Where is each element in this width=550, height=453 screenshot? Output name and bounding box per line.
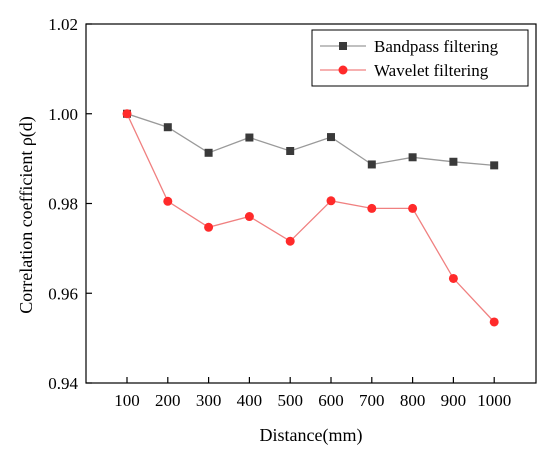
data-point <box>244 212 254 222</box>
data-point <box>489 317 499 327</box>
data-point <box>367 203 377 213</box>
y-tick-label: 1.02 <box>48 15 78 34</box>
x-tick-label: 900 <box>441 391 467 410</box>
x-tick-label: 100 <box>114 391 140 410</box>
data-point <box>204 148 213 157</box>
y-axis-title: Correlation coefficient ρ(d) <box>16 116 37 314</box>
x-axis: 100 200 300 400 500 600 700 800 900 1000 <box>114 377 511 410</box>
x-tick-label: 400 <box>237 391 263 410</box>
data-point <box>327 133 335 142</box>
series-0 <box>123 109 499 170</box>
data-point <box>286 146 295 155</box>
x-tick-label: 700 <box>359 391 385 410</box>
legend-label: Bandpass filtering <box>374 37 499 56</box>
x-tick-label: 1000 <box>477 391 511 410</box>
y-tick-label: 0.98 <box>48 195 78 214</box>
data-point <box>163 196 173 206</box>
data-point <box>163 123 172 132</box>
x-tick-label: 200 <box>155 391 181 410</box>
legend-marker <box>338 65 348 75</box>
x-tick-label: 500 <box>277 391 303 410</box>
legend-label: Wavelet filtering <box>374 61 489 80</box>
data-point <box>285 236 295 246</box>
data-point <box>448 273 458 283</box>
series-line <box>126 113 495 323</box>
y-axis: 0.94 0.96 0.98 1.00 1.02 <box>48 15 92 393</box>
data-point <box>367 160 376 169</box>
data-point <box>490 161 499 170</box>
x-tick-label: 300 <box>196 391 222 410</box>
data-point <box>408 203 418 213</box>
legend-marker <box>339 42 347 50</box>
data-point <box>245 133 254 142</box>
data-point <box>408 153 417 162</box>
series-layer <box>122 109 499 327</box>
y-tick-label: 1.00 <box>48 105 78 124</box>
data-point <box>122 109 132 119</box>
legend-box <box>311 29 529 87</box>
x-axis-title: Distance(mm) <box>260 425 363 446</box>
y-tick-label: 0.96 <box>48 284 78 303</box>
y-tick-label: 0.94 <box>48 374 78 393</box>
x-tick-label: 800 <box>400 391 426 410</box>
x-tick-label: 600 <box>318 391 344 410</box>
data-point <box>449 157 458 166</box>
series-1 <box>122 109 499 327</box>
legend: Bandpass filtering Wavelet filtering <box>311 29 529 87</box>
data-point <box>326 196 336 206</box>
data-point <box>204 222 214 232</box>
series-line <box>126 113 495 167</box>
